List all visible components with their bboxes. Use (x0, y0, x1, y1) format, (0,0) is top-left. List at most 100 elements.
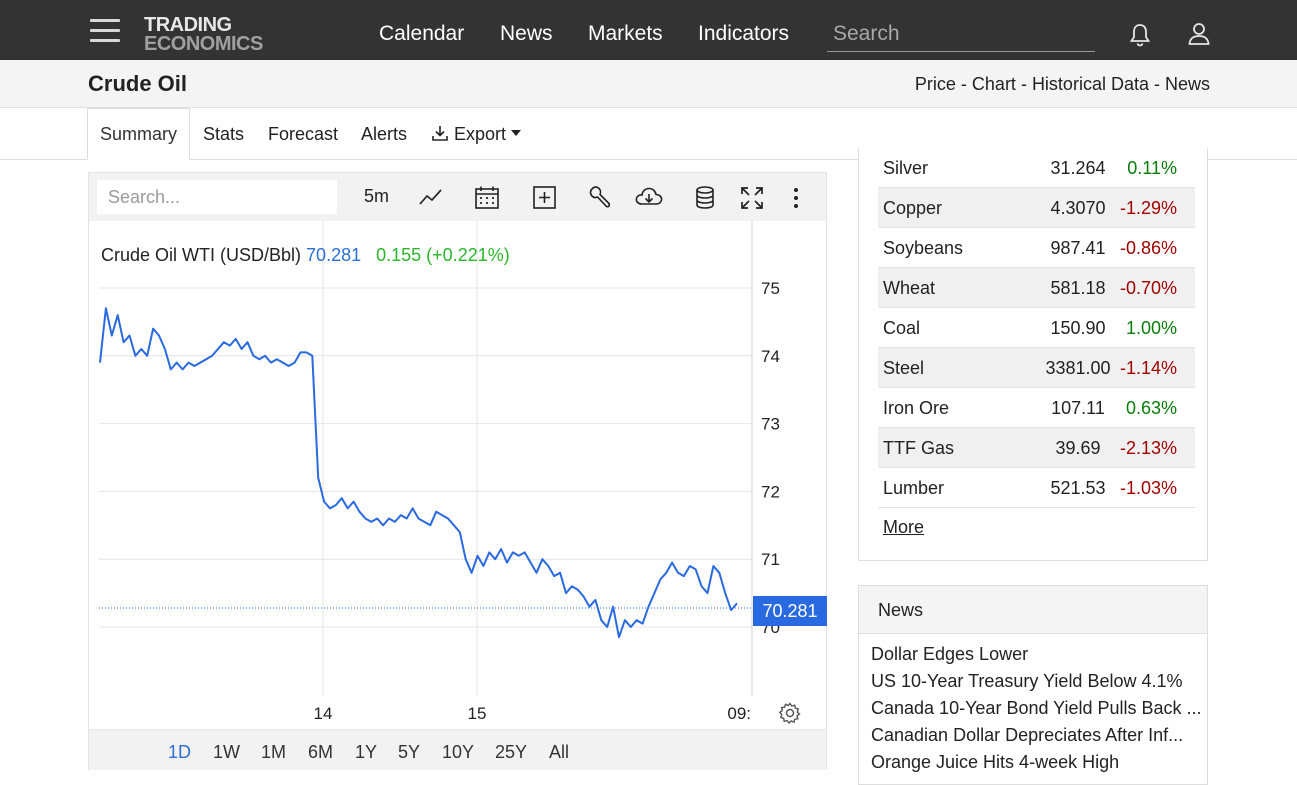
table-row[interactable]: Iron Ore 107.11 0.63% (878, 388, 1195, 428)
range-5y[interactable]: 5Y (398, 742, 421, 762)
link-news[interactable]: News (1164, 74, 1210, 94)
commodity-name[interactable]: Copper (883, 198, 943, 218)
nav-news[interactable]: News (500, 22, 553, 45)
commodity-change: -1.14% (1119, 358, 1177, 378)
commodity-change: -2.13% (1119, 438, 1177, 458)
table-row[interactable]: TTF Gas 39.69 -2.13% (878, 428, 1195, 468)
tab-export[interactable]: Export (431, 124, 522, 145)
chart-toolbar: 5m (89, 173, 826, 221)
commodity-change: -1.03% (1119, 478, 1177, 498)
table-row[interactable]: Wheat 581.18 -0.70% (878, 268, 1195, 308)
chart-legend: Crude Oil WTI (USD/Bbl) 70.281 0.155 (+0… (101, 245, 510, 266)
tab-stats[interactable]: Stats (203, 124, 245, 144)
x-tick-label: 14 (314, 704, 333, 723)
download-icon (432, 126, 448, 141)
range-1w[interactable]: 1W (213, 742, 240, 762)
legend-price: 70.281 (306, 245, 362, 265)
link-separator: - (1148, 74, 1165, 94)
commodity-name[interactable]: Iron Ore (883, 398, 950, 418)
table-row[interactable]: Coal 150.90 1.00% (878, 308, 1195, 348)
commodity-value: 4.3070 (1050, 198, 1106, 218)
commodity-name[interactable]: Wheat (883, 278, 936, 298)
link-separator: - (955, 74, 972, 94)
title-links: Price - Chart - Historical Data - News (915, 74, 1210, 95)
legend-change: 0.155 (+0.221%) (376, 245, 510, 265)
tab-summary[interactable]: Summary (87, 108, 190, 160)
range-6m[interactable]: 6M (308, 742, 334, 762)
nav-indicators[interactable]: Indicators (698, 22, 790, 45)
x-tick-label: 15 (468, 704, 487, 723)
link-chart[interactable]: Chart (971, 74, 1016, 94)
commodity-value: 987.41 (1050, 238, 1106, 258)
page-title: Crude Oil (88, 71, 188, 96)
commodity-name[interactable]: Coal (883, 318, 921, 338)
wrench-icon[interactable] (587, 185, 613, 211)
commodity-name[interactable]: Soybeans (883, 238, 964, 258)
bell-icon[interactable] (1128, 22, 1152, 48)
range-1m[interactable]: 1M (261, 742, 287, 762)
calendar-icon[interactable] (474, 185, 500, 211)
commodity-change: 0.11% (1127, 158, 1177, 178)
commodity-value: 107.11 (1051, 398, 1105, 418)
caret-down-icon (511, 130, 522, 136)
last-price-label: 70.281 (753, 596, 827, 626)
news-panel: News Dollar Edges Lower US 10-Year Treas… (858, 585, 1208, 785)
commodity-change: -0.86% (1119, 238, 1177, 258)
commodities-table: Silver 31.264 0.11% Copper 4.3070 -1.29%… (858, 148, 1208, 561)
commodity-name[interactable]: Steel (883, 358, 925, 378)
search-input[interactable] (827, 16, 1095, 52)
table-row[interactable]: Copper 4.3070 -1.29% (878, 188, 1195, 228)
link-price[interactable]: Price (914, 74, 956, 94)
news-item[interactable]: Dollar Edges Lower (871, 644, 1029, 664)
commodity-value: 31.264 (1050, 158, 1106, 178)
range-1d[interactable]: 1D (168, 742, 192, 762)
table-row[interactable]: Steel 3381.00 -1.14% (878, 348, 1195, 388)
more-link[interactable]: More (883, 517, 925, 537)
menu-icon[interactable] (90, 19, 120, 43)
price-series-line (99, 307, 738, 639)
commodity-value: 39.69 (1055, 438, 1101, 458)
nav-markets[interactable]: Markets (588, 22, 663, 45)
logo-line-2: ECONOMICS (144, 33, 263, 55)
commodity-name[interactable]: Lumber (883, 478, 945, 498)
interval-button[interactable]: 5m (364, 186, 390, 206)
news-item[interactable]: Orange Juice Hits 4-week High (871, 752, 1120, 772)
commodity-change: 1.00% (1125, 318, 1177, 338)
user-icon[interactable] (1187, 21, 1211, 47)
export-label: Export (454, 124, 507, 144)
tab-alerts[interactable]: Alerts (361, 124, 408, 144)
commodity-name[interactable]: TTF Gas (883, 438, 954, 458)
cloud-download-icon[interactable] (634, 185, 664, 211)
range-1y[interactable]: 1Y (355, 742, 378, 762)
table-row[interactable]: Lumber 521.53 -1.03% (878, 468, 1195, 508)
top-navbar: TRADING ECONOMICS Calendar News Markets … (0, 0, 1297, 60)
line-chart-icon[interactable] (418, 185, 444, 209)
logo[interactable]: TRADING ECONOMICS (144, 14, 263, 55)
range-10y[interactable]: 10Y (442, 742, 475, 762)
database-icon[interactable] (695, 185, 715, 211)
news-item[interactable]: Canadian Dollar Depreciates After Inf... (871, 725, 1184, 745)
link-historical-data[interactable]: Historical Data (1031, 74, 1149, 94)
table-row[interactable]: Soybeans 987.41 -0.86% (878, 228, 1195, 268)
settings-gear-icon[interactable] (779, 702, 801, 724)
news-item[interactable]: US 10-Year Treasury Yield Below 4.1% (871, 671, 1183, 691)
y-tick-label: 71 (761, 550, 780, 569)
more-vert-icon[interactable] (791, 185, 801, 211)
commodity-name[interactable]: Silver (883, 158, 929, 178)
tab-forecast[interactable]: Forecast (268, 124, 339, 144)
add-indicator-icon[interactable] (532, 185, 558, 211)
table-row[interactable]: Silver 31.264 0.11% (878, 148, 1195, 188)
commodity-value: 521.53 (1050, 478, 1106, 498)
news-item[interactable]: Canada 10-Year Bond Yield Pulls Back ... (871, 698, 1202, 718)
range-all[interactable]: All (549, 742, 570, 762)
y-tick-label: 72 (761, 482, 780, 501)
range-25y[interactable]: 25Y (495, 742, 528, 762)
nav-calendar[interactable]: Calendar (379, 22, 465, 45)
fullscreen-icon[interactable] (739, 185, 765, 211)
chart-search-input[interactable] (97, 180, 337, 214)
range-selector: 1D 1W 1M 6M 1Y 5Y 10Y 25Y All (89, 729, 826, 770)
commodity-value: 3381.00 (1045, 358, 1111, 378)
logo-line-1: TRADING (144, 14, 232, 36)
